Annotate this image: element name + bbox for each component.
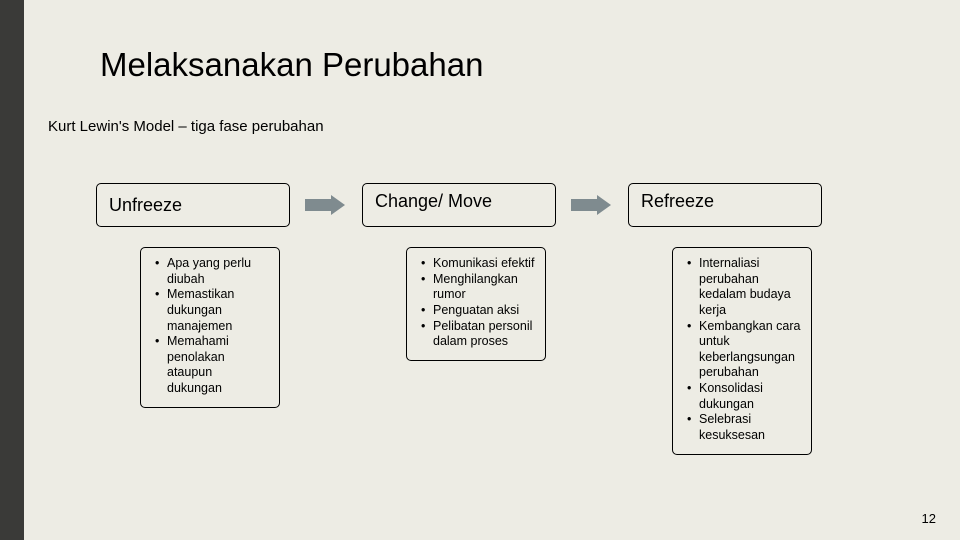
bullet-item: Kembangkan cara untuk keberlangsungan pe…: [691, 319, 801, 382]
bullet-item: Selebrasi kesuksesan: [691, 412, 801, 443]
page-number: 12: [922, 511, 936, 526]
phase-bullets-change: Komunikasi efektif Menghilangkan rumor P…: [406, 247, 546, 361]
sidebar-stripe: [0, 0, 24, 540]
bullet-item: Menghilangkan rumor: [425, 272, 535, 303]
bullet-item: Internaliasi perubahan kedalam budaya ke…: [691, 256, 801, 319]
phase-bullets-refreeze: Internaliasi perubahan kedalam budaya ke…: [672, 247, 812, 455]
phase-unfreeze: Unfreeze Apa yang perlu diubah Memastika…: [96, 183, 290, 408]
bullet-item: Memahami penolakan ataupun dukungan: [159, 334, 269, 397]
phase-refreeze: Refreeze Internaliasi perubahan kedalam …: [628, 183, 822, 455]
bullet-item: Konsolidasi dukungan: [691, 381, 801, 412]
phase-bullets-unfreeze: Apa yang perlu diubah Memastikan dukunga…: [140, 247, 280, 408]
bullet-item: Pelibatan personil dalam proses: [425, 319, 535, 350]
arrow-icon: [571, 195, 613, 215]
lewin-flowchart: Unfreeze Apa yang perlu diubah Memastika…: [96, 183, 910, 455]
slide-subtitle: Kurt Lewin's Model – tiga fase perubahan: [48, 118, 910, 135]
bullet-item: Apa yang perlu diubah: [159, 256, 269, 287]
phase-header-change: Change/ Move: [362, 183, 556, 227]
bullet-item: Memastikan dukungan manajemen: [159, 287, 269, 334]
slide-title: Melaksanakan Perubahan: [100, 46, 910, 84]
arrow-icon: [305, 195, 347, 215]
phase-change: Change/ Move Komunikasi efektif Menghila…: [362, 183, 556, 361]
arrow-1: [290, 183, 362, 227]
arrow-2: [556, 183, 628, 227]
slide-content: Melaksanakan Perubahan Kurt Lewin's Mode…: [0, 0, 960, 455]
bullet-item: Penguatan aksi: [425, 303, 535, 319]
bullet-item: Komunikasi efektif: [425, 256, 535, 272]
phase-header-refreeze: Refreeze: [628, 183, 822, 227]
phase-header-unfreeze: Unfreeze: [96, 183, 290, 227]
